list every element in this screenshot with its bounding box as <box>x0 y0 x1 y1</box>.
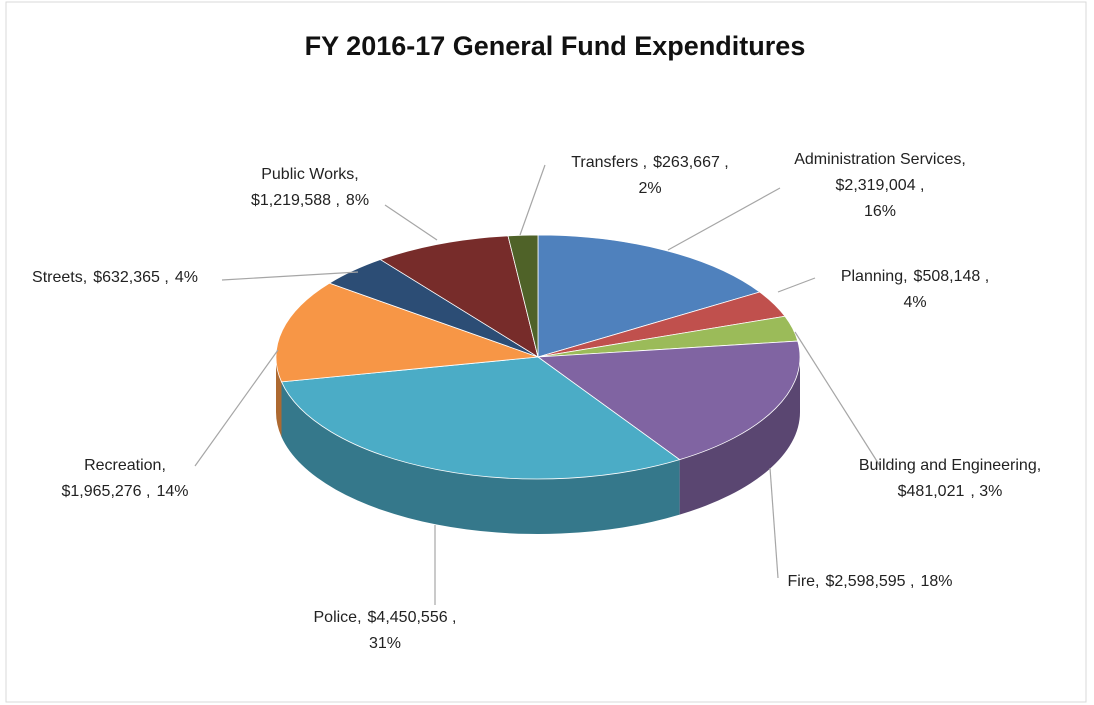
data-label-part: Fire, <box>788 573 820 590</box>
leader-line <box>777 277 816 293</box>
data-label-part: 16% <box>864 203 896 220</box>
data-label-part: Public Works, <box>261 166 359 183</box>
slice-side <box>276 357 282 437</box>
data-label-part: $508,148 , <box>914 268 990 285</box>
data-label-part: $2,598,595 , <box>826 573 915 590</box>
pie-slice <box>536 340 801 461</box>
data-label-part: $2,319,004 , <box>836 177 925 194</box>
data-label: Planning, $508,148 , 4% <box>841 268 989 311</box>
data-label-part: $4,450,556 , <box>368 609 457 626</box>
data-label-part: $263,667 , <box>653 154 729 171</box>
pie-slice <box>379 235 539 358</box>
pie-slice <box>280 356 681 480</box>
data-label: Building and Engineering, $481,021 , 3% <box>859 457 1041 500</box>
leader-line <box>794 331 881 467</box>
data-label-part: , 3% <box>970 483 1002 500</box>
chart-title: FY 2016-17 General Fund Expenditures <box>305 31 806 61</box>
data-label-part: Recreation, <box>84 457 166 474</box>
data-label: Police, $4,450,556 , 31% <box>314 609 457 652</box>
pie-slice <box>537 234 761 358</box>
data-label-part: $481,021 <box>898 483 965 500</box>
data-label-part: Streets, <box>32 269 87 286</box>
data-label-part: 14% <box>156 483 188 500</box>
leader-line <box>194 349 279 467</box>
data-label-part: Building and Engineering, <box>859 457 1041 474</box>
leader-line <box>519 164 546 236</box>
data-label-part: Transfers , <box>571 154 647 171</box>
leader-line <box>769 467 779 579</box>
leader-line <box>384 204 438 241</box>
data-label-part: 2% <box>638 180 661 197</box>
data-label-part: 18% <box>920 573 952 590</box>
slice-side <box>679 357 801 515</box>
data-label-part: 4% <box>175 269 198 286</box>
data-label-part: Planning, <box>841 268 908 285</box>
data-label-part: 31% <box>369 635 401 652</box>
data-label: Streets, $632,365 , 4% <box>32 269 198 286</box>
data-label: Administration Services, $2,319,004 , 16% <box>794 151 966 220</box>
data-label-part: Police, <box>314 609 362 626</box>
slice-side <box>281 381 680 534</box>
data-label-part: Administration Services, <box>794 151 966 168</box>
data-label: Public Works, $1,219,588 , 8% <box>251 166 369 209</box>
data-label-part: 4% <box>903 294 926 311</box>
leader-line <box>221 271 359 281</box>
data-label-part: $632,365 , <box>93 269 169 286</box>
data-label: Fire, $2,598,595 , 18% <box>788 573 953 590</box>
data-label-part: $1,965,276 , <box>62 483 151 500</box>
data-label: Transfers , $263,667 , 2% <box>571 154 729 197</box>
data-label-part: $1,219,588 , <box>251 192 340 209</box>
leader-line <box>667 187 781 251</box>
pie-slice <box>507 234 539 358</box>
data-label-part: 8% <box>346 192 369 209</box>
data-label: Recreation, $1,965,276 , 14% <box>62 457 189 500</box>
pie-slice <box>275 282 539 383</box>
